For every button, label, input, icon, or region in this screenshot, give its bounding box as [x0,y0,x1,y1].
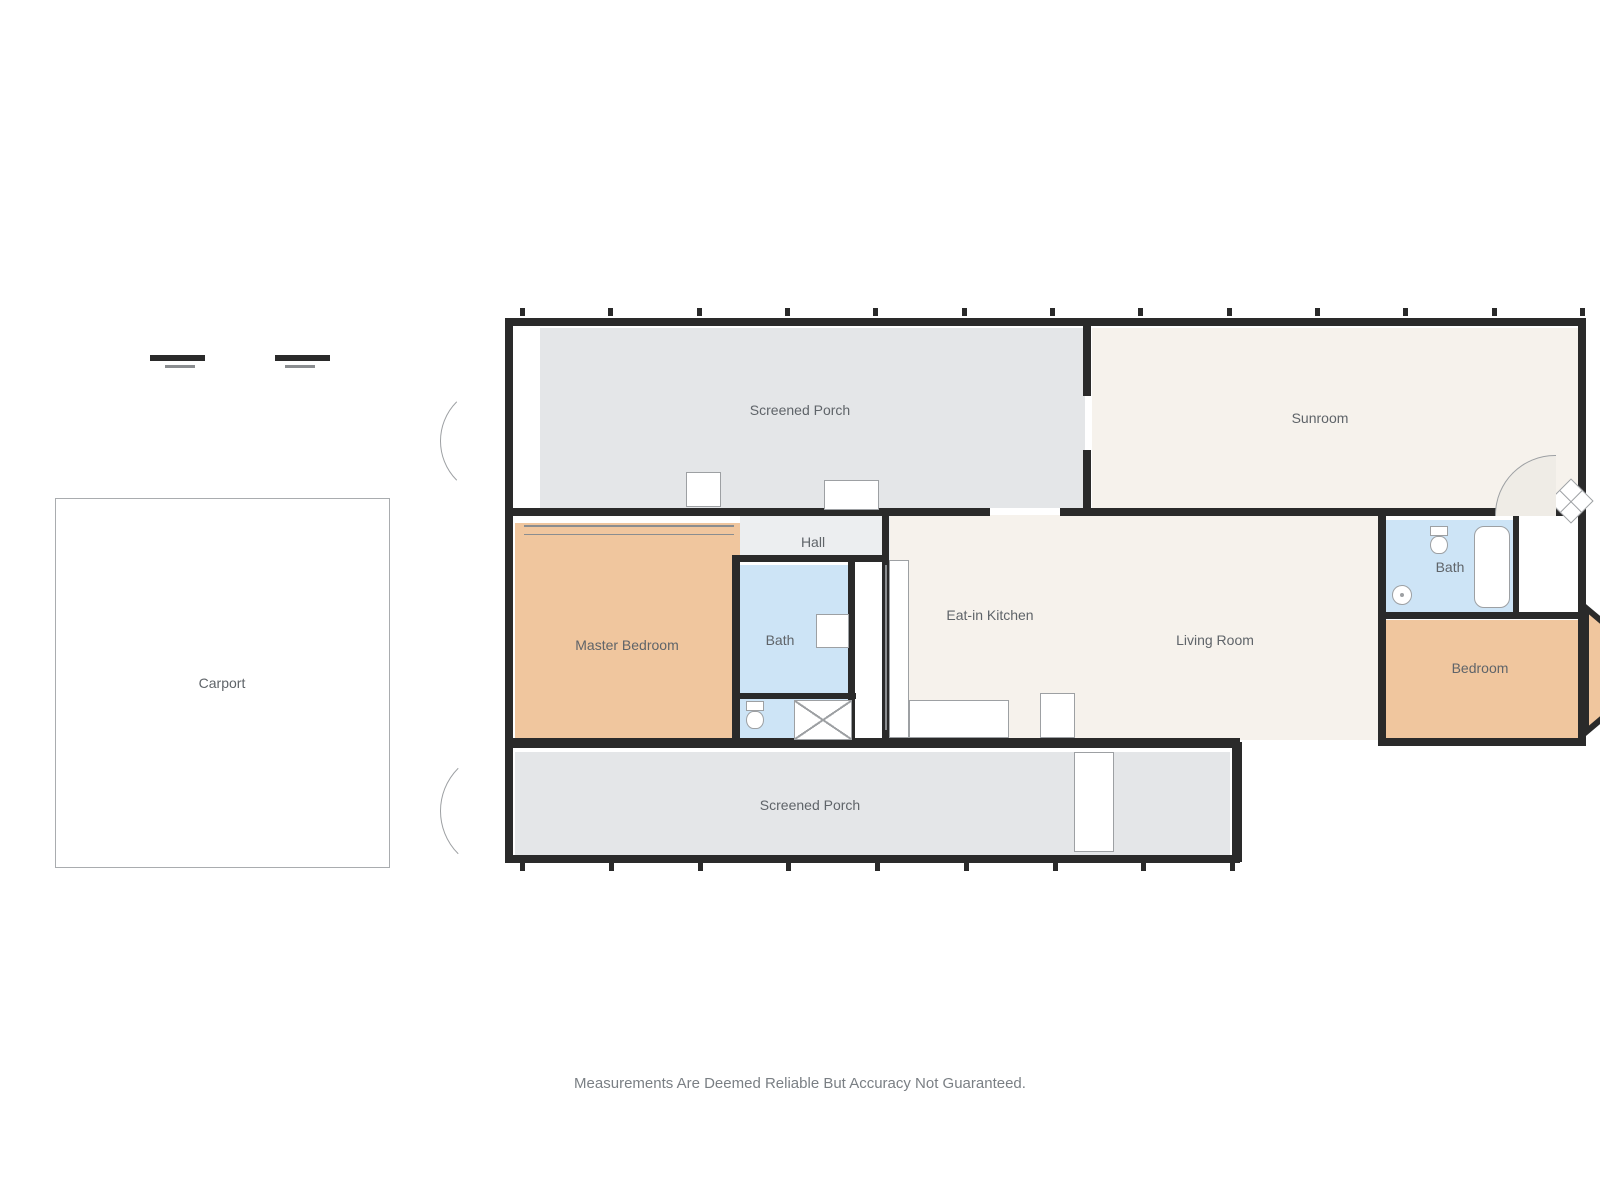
wall-segment [1513,516,1519,614]
footer-disclaimer: Measurements Are Deemed Reliable But Acc… [0,1075,1600,1092]
fixture-rect [1040,693,1075,738]
floor-plan-stage: CarportScreened PorchSunroomMaster Bedro… [0,0,1600,1200]
door-arc [440,385,552,497]
wall-segment [1578,513,1586,745]
wall-segment [1083,450,1091,512]
room-master-bedroom [515,523,740,738]
wall-segment [505,508,513,746]
wall-segment [505,318,513,508]
carport-region [55,498,390,868]
fixture-rect [794,700,852,740]
wall-segment [1378,738,1586,746]
fixture-rect [909,700,1009,738]
room-bedroom2 [1385,620,1578,740]
fixture-rect [1474,526,1510,608]
wall-segment [736,693,856,699]
fixture-rect [1074,752,1114,852]
wall-segment [505,508,990,516]
wall-segment [1232,742,1242,862]
fixture-toilet [746,701,764,711]
wall-segment [505,318,1585,326]
wall-segment [1083,326,1091,396]
room-screened-porch-bottom [515,752,1230,860]
fixture-toilet-bowl [746,711,764,729]
fixture-rect [816,614,849,648]
fixture-rect [889,560,909,738]
fixture-rect [686,472,721,507]
wall-segment [505,746,513,861]
room-screened-porch-top [540,328,1085,508]
room-hall [740,515,890,560]
wall-segment [1378,513,1386,745]
fixture-toilet [1430,526,1448,536]
wall-segment [732,555,740,745]
fixture-toilet-bowl [1430,536,1448,554]
wall-segment [505,855,1240,863]
wall-segment [1378,612,1588,619]
fixture-rect [824,480,879,510]
wall-segment [505,738,1240,748]
wall-segment [732,555,887,562]
